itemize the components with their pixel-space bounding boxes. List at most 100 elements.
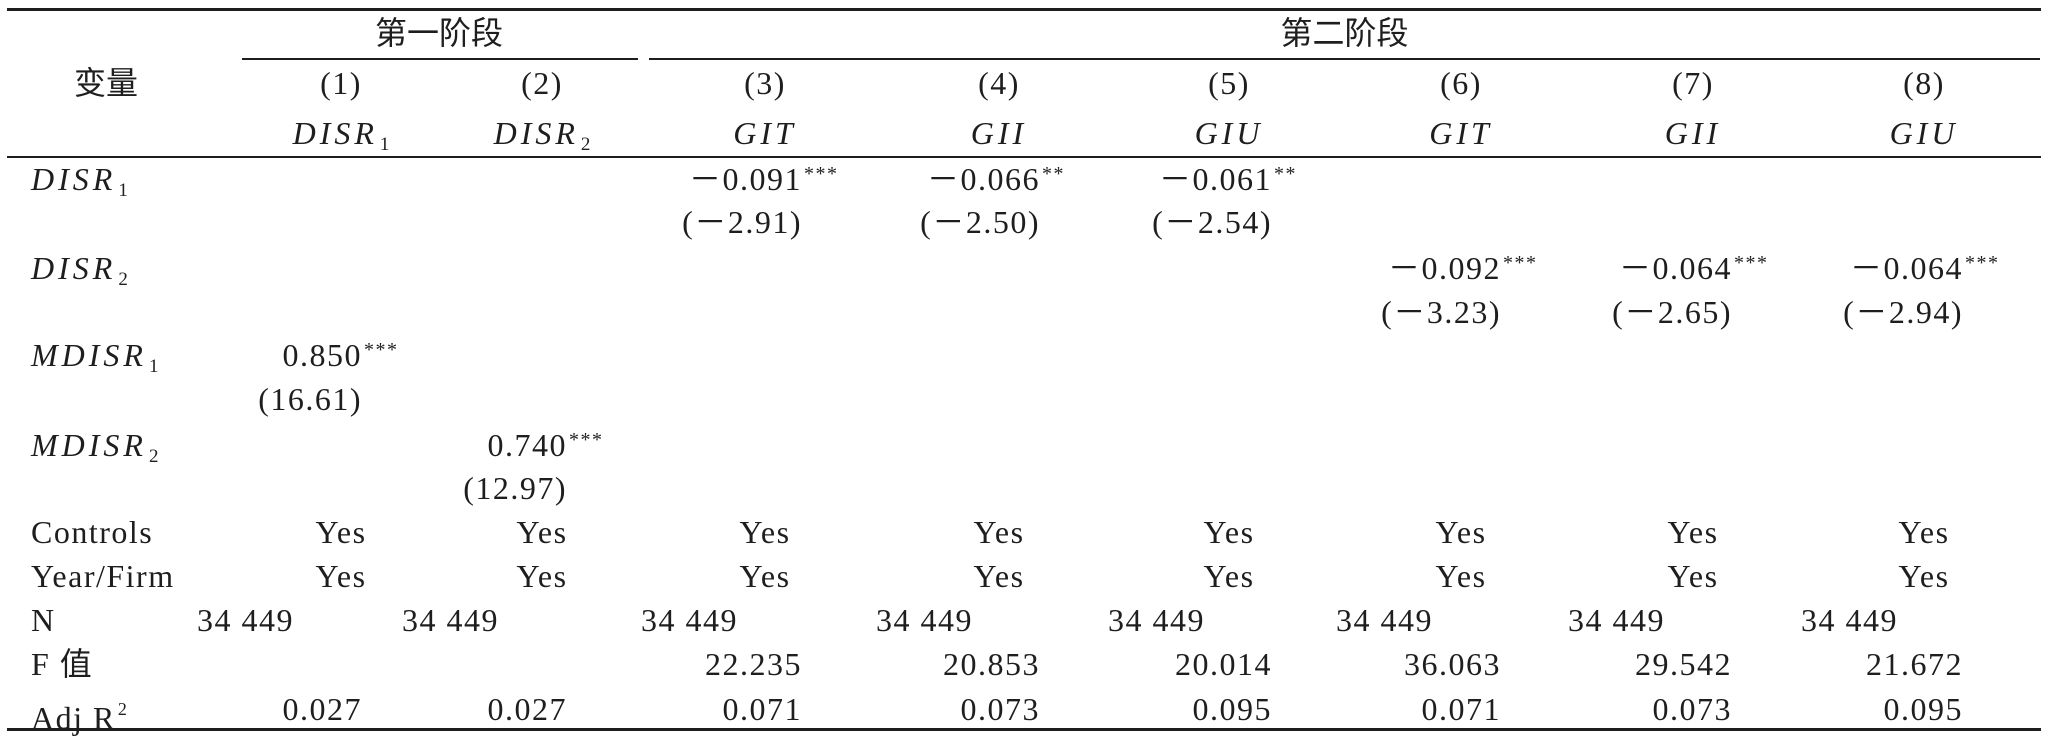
tstat-mdisr1-col1: (16.61) <box>258 381 362 417</box>
f-value-col4: 20.853 <box>943 646 1040 682</box>
year-firm-col2: Yes <box>516 558 568 594</box>
n-col2: 34 449 <box>402 602 499 638</box>
adj-r2-col1: 0.027 <box>282 691 362 727</box>
tstat-mdisr2-col2: (12.97) <box>463 470 567 506</box>
tstat-disr1-col3: (－2.91) <box>682 204 802 240</box>
coef-value: －0.092 <box>1387 250 1501 286</box>
coef-wrap: －0.066 ** <box>927 159 1064 199</box>
row-label-mdisr2: MDISR 2 <box>31 425 159 467</box>
coef-wrap: －0.092 *** <box>1387 248 1536 288</box>
coef-value: 0.740 <box>487 427 567 463</box>
row-label-f-value: F 值 <box>31 646 94 682</box>
tstat-disr1-col5: (－2.54) <box>1152 204 1272 240</box>
coef-disr2-col6: －0.092 *** <box>1281 248 1536 288</box>
coef-disr1-col5: －0.061 ** <box>1052 159 1296 199</box>
row-label-mdisr1: MDISR 1 <box>31 335 159 377</box>
row-label-subscript: 2 <box>118 269 128 290</box>
significance-stars: *** <box>364 339 399 361</box>
row-label-base: DISR <box>31 161 117 197</box>
dependent-var-1: DISR 1 <box>241 113 441 155</box>
coef-disr1-col4: －0.066 ** <box>820 159 1064 199</box>
column-number-1: (1) <box>320 65 362 101</box>
significance-stars: *** <box>1503 252 1538 274</box>
stage1-underline <box>242 58 638 60</box>
dependent-var-7: GII <box>1664 115 1722 151</box>
tstat-disr1-col4: (－2.50) <box>920 204 1040 240</box>
stage1-header: 第一阶段 <box>374 15 503 51</box>
column-number-2: (2) <box>521 65 563 101</box>
row-label-subscript: 1 <box>148 356 159 377</box>
year-firm-col5: Yes <box>1203 558 1255 594</box>
row-label-base: MDISR <box>31 427 147 463</box>
column-number-5: (5) <box>1208 65 1250 101</box>
row-label-base: DISR <box>31 250 117 286</box>
dependent-var-6: GIT <box>1429 115 1493 151</box>
coef-value: －0.064 <box>1849 250 1963 286</box>
row-label-n: N <box>31 602 56 638</box>
controls-col7: Yes <box>1667 514 1719 550</box>
row-label-disr1: DISR 1 <box>31 159 128 201</box>
year-firm-col1: Yes <box>315 558 367 594</box>
significance-stars: ** <box>1274 163 1297 185</box>
header-bottom-rule <box>7 156 2041 158</box>
tstat-disr2-col7: (－2.65) <box>1612 294 1732 330</box>
significance-stars: *** <box>1734 252 1769 274</box>
tstat-disr2-col6: (－3.23) <box>1381 294 1501 330</box>
adj-r2-col3: 0.071 <box>722 691 802 727</box>
coef-wrap: －0.061 ** <box>1158 159 1296 199</box>
coef-mdisr2-col2: 0.740 *** <box>347 425 603 465</box>
column-number-6: (6) <box>1440 65 1482 101</box>
n-col1: 34 449 <box>197 602 294 638</box>
dependent-var-4: GII <box>970 115 1028 151</box>
n-col8: 34 449 <box>1801 602 1898 638</box>
controls-col1: Yes <box>315 514 367 550</box>
year-firm-col4: Yes <box>973 558 1025 594</box>
n-col6: 34 449 <box>1336 602 1433 638</box>
coef-value: 0.850 <box>282 337 362 373</box>
significance-stars: *** <box>1965 252 2000 274</box>
row-label-base: MDISR <box>31 337 147 373</box>
adj-r2-col2: 0.027 <box>487 691 567 727</box>
coef-value: －0.061 <box>1158 161 1272 197</box>
adj-r2-col7: 0.073 <box>1652 691 1732 727</box>
n-col5: 34 449 <box>1108 602 1205 638</box>
dependent-var-base: DISR <box>292 115 378 151</box>
controls-col2: Yes <box>516 514 568 550</box>
coef-value: －0.091 <box>688 161 802 197</box>
adj-r2-col5: 0.095 <box>1192 691 1272 727</box>
controls-col8: Yes <box>1898 514 1950 550</box>
year-firm-col7: Yes <box>1667 558 1719 594</box>
coef-wrap: 0.850 *** <box>282 335 398 375</box>
row-label-superscript: 2 <box>117 699 127 719</box>
dependent-var-2: DISR 2 <box>442 113 642 155</box>
controls-col3: Yes <box>739 514 791 550</box>
coef-disr2-col8: －0.064 *** <box>1743 248 1998 288</box>
f-value-col8: 21.672 <box>1866 646 1963 682</box>
dependent-var-8: GIU <box>1889 115 1959 151</box>
row-label-subscript: 1 <box>118 180 128 201</box>
coef-wrap: 0.740 *** <box>487 425 603 465</box>
row-label-subscript: 2 <box>148 446 159 467</box>
f-value-col7: 29.542 <box>1635 646 1732 682</box>
controls-col4: Yes <box>973 514 1025 550</box>
stage2-header: 第二阶段 <box>1280 15 1409 51</box>
significance-stars: ** <box>1042 163 1065 185</box>
f-value-col3: 22.235 <box>705 646 802 682</box>
controls-col6: Yes <box>1435 514 1487 550</box>
row-label-base: Adj R <box>31 700 116 736</box>
dependent-var-base: DISR <box>493 115 579 151</box>
f-value-col6: 36.063 <box>1404 646 1501 682</box>
stage2-underline <box>649 58 2040 60</box>
top-rule <box>7 8 2041 11</box>
column-number-4: (4) <box>978 65 1020 101</box>
row-label-controls: Controls <box>31 514 154 550</box>
controls-col5: Yes <box>1203 514 1255 550</box>
coef-wrap: －0.064 *** <box>1619 248 1767 288</box>
row-label-disr2: DISR 2 <box>31 248 128 290</box>
column-number-7: (7) <box>1672 65 1714 101</box>
adj-r2-col6: 0.071 <box>1421 691 1501 727</box>
dependent-var-subscript: 1 <box>379 134 390 155</box>
year-firm-col3: Yes <box>739 558 791 594</box>
